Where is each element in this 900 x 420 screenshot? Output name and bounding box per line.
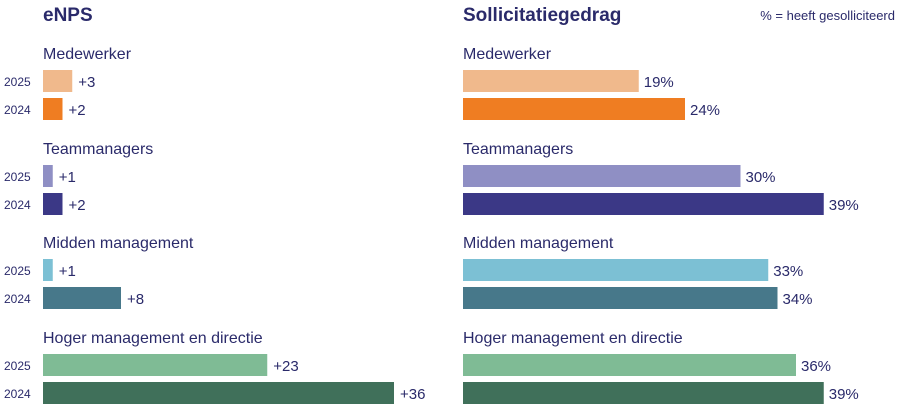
group-label: Medewerker xyxy=(463,46,552,63)
sollicitatie-title: Sollicitatiegedrag xyxy=(463,5,621,26)
group-label: Teammanagers xyxy=(463,141,573,158)
enps-bar-2024 xyxy=(43,382,394,404)
sollicitatie-bar-2024 xyxy=(463,98,685,120)
enps-bar-2024 xyxy=(43,98,63,120)
year-label: 2024 xyxy=(4,292,31,306)
year-label: 2024 xyxy=(4,103,31,117)
value-label: 19% xyxy=(644,74,674,91)
value-label: +23 xyxy=(273,358,298,375)
value-label: +3 xyxy=(78,74,95,91)
enps-bar-2025 xyxy=(43,354,268,376)
group-label: Hoger management en directie xyxy=(43,330,263,347)
year-label: 2024 xyxy=(4,198,31,212)
value-label: 36% xyxy=(801,358,831,375)
year-label: 2025 xyxy=(4,170,31,184)
enps-bar-2025 xyxy=(43,70,73,92)
value-label: +1 xyxy=(59,169,76,186)
group-label: Medewerker xyxy=(43,46,132,63)
sollicitatie-bar-2025 xyxy=(463,259,769,281)
sollicitatie-bar-2025 xyxy=(463,165,741,187)
group-label: Midden management xyxy=(43,235,194,252)
sollicitatie-bar-2024 xyxy=(463,287,778,309)
value-label: +2 xyxy=(69,102,86,119)
year-label: 2024 xyxy=(4,387,31,401)
enps-title: eNPS xyxy=(43,5,93,26)
value-label: 39% xyxy=(829,197,859,214)
group-label: Midden management xyxy=(463,235,614,252)
legend-note: % = heeft gesolliciteerd xyxy=(760,8,895,23)
group-label: Teammanagers xyxy=(43,141,153,158)
value-label: +2 xyxy=(69,197,86,214)
sollicitatie-bar-2024 xyxy=(463,193,824,215)
enps-bar-2024 xyxy=(43,287,121,309)
value-label: 30% xyxy=(746,169,776,186)
value-label: 24% xyxy=(690,102,720,119)
sollicitatie-bar-2025 xyxy=(463,354,796,376)
group-label: Hoger management en directie xyxy=(463,330,683,347)
year-label: 2025 xyxy=(4,264,31,278)
year-label: 2025 xyxy=(4,75,31,89)
enps-panel: eNPS Medewerker 2025 +3 2024 +2 Teammanagers 20… xyxy=(4,5,425,404)
sollicitatie-bar-2025 xyxy=(463,70,639,92)
sollicitatie-panel: Sollicitatiegedrag % = heeft gesollicitee… xyxy=(463,5,895,404)
enps-bar-2024 xyxy=(43,193,63,215)
value-label: 33% xyxy=(773,263,803,280)
value-label: 34% xyxy=(783,291,813,308)
enps-bar-2025 xyxy=(43,165,53,187)
sollicitatie-bar-2024 xyxy=(463,382,824,404)
value-label: 39% xyxy=(829,386,859,403)
enps-bar-2025 xyxy=(43,259,53,281)
value-label: +1 xyxy=(59,263,76,280)
value-label: +8 xyxy=(127,291,144,308)
year-label: 2025 xyxy=(4,359,31,373)
value-label: +36 xyxy=(400,386,425,403)
